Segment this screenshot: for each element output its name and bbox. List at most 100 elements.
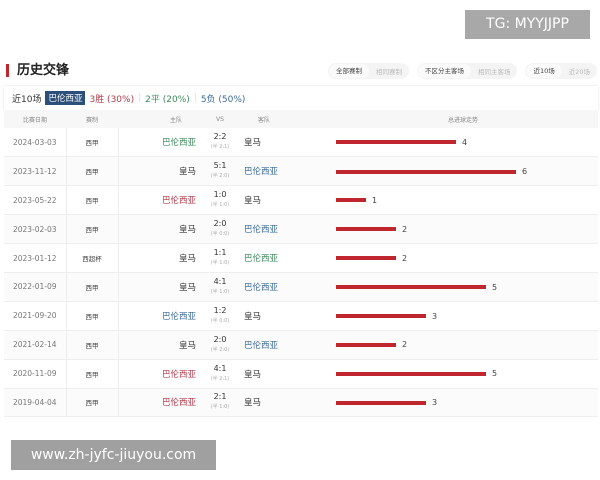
header-league: 赛制	[66, 110, 118, 128]
filter-last-10[interactable]: 近10场	[526, 64, 562, 78]
half-time-score: (半 0:0)	[210, 317, 230, 324]
total-goals: 5	[492, 282, 498, 292]
competition: 西超杯	[65, 243, 119, 273]
away-team[interactable]: 皇马	[240, 388, 328, 418]
total-goals: 2	[402, 253, 408, 263]
table-row[interactable]: 2023-02-03 西甲 皇马 2:0 (半 0:0) 巴伦西亚 2	[4, 214, 598, 245]
match-date: 2023-02-03	[4, 214, 66, 245]
total-goals: 5	[492, 369, 498, 379]
table-row[interactable]: 2023-11-12 西甲 皇马 5:1 (半 2:0) 巴伦西亚 6	[4, 156, 598, 187]
competition: 西甲	[65, 388, 119, 418]
filter-all-competitions[interactable]: 全部赛制	[328, 64, 369, 78]
score: 2:1	[213, 392, 227, 402]
total-goals: 3	[432, 311, 438, 321]
home-team[interactable]: 巴伦西亚	[118, 359, 200, 389]
competition: 西甲	[65, 156, 119, 187]
table-row[interactable]: 2024-03-03 西甲 巴伦西亚 2:2 (半 2:1) 皇马 4	[4, 128, 598, 158]
home-team[interactable]: 巴伦西亚	[118, 301, 200, 331]
total-goals: 3	[432, 398, 438, 408]
away-team[interactable]: 巴伦西亚	[240, 156, 328, 187]
score: 1:1	[213, 248, 227, 257]
filter-group-competition: 全部赛制 相同赛制	[327, 63, 409, 79]
filter-same-competition[interactable]: 相同赛制	[375, 68, 402, 76]
score: 2:0	[213, 219, 227, 229]
home-team[interactable]: 皇马	[118, 330, 200, 360]
half-time-score: (半 1:0)	[210, 404, 230, 411]
divider: |	[138, 93, 142, 103]
home-team[interactable]: 巴伦西亚	[118, 185, 200, 216]
home-team[interactable]: 皇马	[118, 243, 200, 273]
home-team[interactable]: 巴伦西亚	[118, 128, 200, 158]
competition: 西甲	[65, 185, 119, 216]
half-time-score: (半 1:0)	[210, 260, 230, 266]
goal-bar	[336, 140, 456, 145]
filter-group-count: 近10场 近20场	[525, 63, 597, 79]
match-date: 2024-03-03	[4, 128, 66, 158]
home-team[interactable]: 皇马	[118, 272, 200, 302]
header-vs: VS	[200, 110, 240, 128]
match-date: 2020-11-09	[4, 359, 66, 389]
filter-same-venue[interactable]: 相同主客场	[477, 68, 511, 76]
score: 2:0	[213, 334, 227, 344]
section-title: 历史交锋	[6, 64, 69, 77]
away-team[interactable]: 皇马	[240, 128, 328, 158]
match-date: 2023-11-12	[4, 156, 66, 187]
header-date: 比赛日期	[4, 110, 66, 128]
table-row[interactable]: 2020-11-09 西甲 巴伦西亚 4:1 (半 2:1) 皇马 5	[4, 359, 598, 389]
half-time-score: (半 0:0)	[210, 231, 230, 238]
half-time-score: (半 2:1)	[210, 375, 230, 382]
half-time-score: (半 2:1)	[210, 144, 230, 151]
competition: 西甲	[65, 272, 119, 302]
goal-bar	[336, 285, 486, 290]
goal-bar	[336, 371, 486, 376]
score: 4:1	[213, 276, 227, 286]
away-team[interactable]: 巴伦西亚	[240, 214, 328, 245]
team-badge[interactable]: 巴伦西亚	[45, 91, 86, 105]
filter-bar: 全部赛制 相同赛制 不区分主客场 相同主客场 近10场 近20场	[327, 63, 597, 79]
competition: 西甲	[65, 128, 119, 158]
header-goal-trend: 总进球走势	[328, 110, 598, 128]
away-team[interactable]: 巴伦西亚	[240, 243, 328, 273]
total-goals: 2	[402, 340, 408, 350]
filter-any-venue[interactable]: 不区分主客场	[417, 64, 471, 78]
watermark-tg: TG: MYYJJPP	[465, 10, 590, 39]
total-goals: 2	[402, 224, 408, 234]
score: 2:2	[213, 132, 227, 142]
h2h-table: 比赛日期 赛制 主队 VS 客队 总进球走势 2024-03-03 西甲 巴伦西…	[4, 110, 598, 418]
score: 4:1	[213, 363, 227, 373]
goal-bar	[336, 342, 396, 347]
header-away: 客队	[240, 110, 328, 128]
total-goals: 4	[462, 137, 468, 147]
summary-draws: 2平 (20%)	[145, 94, 190, 105]
table-row[interactable]: 2021-02-14 西甲 皇马 2:0 (半 2:0) 巴伦西亚 2	[4, 330, 598, 360]
score: 5:1	[213, 161, 227, 171]
goal-bar	[336, 169, 516, 174]
watermark-url: www.zh-jyfc-jiuyou.com	[11, 440, 216, 470]
away-team[interactable]: 巴伦西亚	[240, 272, 328, 302]
table-row[interactable]: 2022-01-09 西甲 皇马 4:1 (半 1:0) 巴伦西亚 5	[4, 272, 598, 302]
away-team[interactable]: 皇马	[240, 359, 328, 389]
half-time-score: (半 1:0)	[210, 288, 230, 295]
home-team[interactable]: 皇马	[118, 214, 200, 245]
home-team[interactable]: 皇马	[118, 156, 200, 187]
away-team[interactable]: 巴伦西亚	[240, 330, 328, 360]
half-time-score: (半 2:0)	[210, 173, 230, 180]
summary-bar: 近10场 巴伦西亚 3胜 (30%) | 2平 (20%) | 5负 (50%)	[4, 86, 598, 110]
home-team[interactable]: 巴伦西亚	[118, 388, 200, 418]
total-goals: 1	[372, 195, 378, 205]
match-date: 2023-01-12	[4, 243, 66, 273]
away-team[interactable]: 皇马	[240, 301, 328, 331]
table-row[interactable]: 2019-04-04 西甲 巴伦西亚 2:1 (半 1:0) 皇马 3	[4, 388, 598, 418]
filter-last-20[interactable]: 近20场	[568, 68, 590, 76]
table-row[interactable]: 2023-05-22 西甲 巴伦西亚 1:0 (半 1:0) 皇马 1	[4, 185, 598, 216]
table-row[interactable]: 2021-09-20 西甲 巴伦西亚 1:2 (半 0:0) 皇马 3	[4, 301, 598, 331]
away-team[interactable]: 皇马	[240, 185, 328, 216]
divider: |	[193, 93, 197, 103]
header-home: 主队	[118, 110, 200, 128]
goal-bar	[336, 227, 396, 232]
competition: 西甲	[65, 359, 119, 389]
match-date: 2019-04-04	[4, 388, 66, 418]
competition: 西甲	[65, 330, 119, 360]
goal-bar	[336, 314, 426, 319]
table-row[interactable]: 2023-01-12 西超杯 皇马 1:1 (半 1:0) 巴伦西亚 2	[4, 243, 598, 273]
